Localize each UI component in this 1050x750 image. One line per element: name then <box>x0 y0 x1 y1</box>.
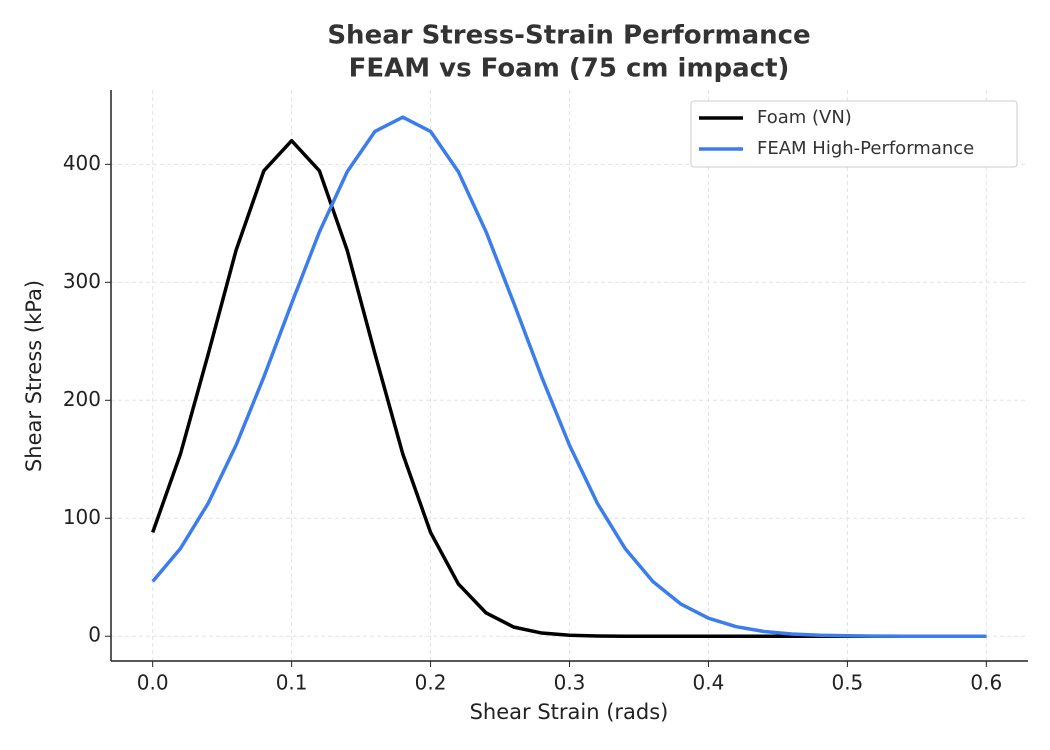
legend-box <box>690 100 1018 168</box>
legend-label: FEAM High-Performance <box>757 138 974 159</box>
y-tick-label: 100 <box>63 505 101 529</box>
y-tick-label: 400 <box>63 151 101 175</box>
x-tick-label: 0.2 <box>415 671 447 695</box>
x-tick-label: 0.4 <box>693 671 725 695</box>
x-axis-label: Shear Strain (rads) <box>470 700 669 724</box>
x-tick-label: 0.1 <box>276 671 308 695</box>
y-axis-label: Shear Stress (kPa) <box>22 280 46 472</box>
x-tick-label: 0.3 <box>554 671 586 695</box>
x-tick-label: 0.6 <box>970 671 1002 695</box>
chart-title: Shear Stress-Strain Performance <box>327 21 810 51</box>
y-tick-label: 0 <box>88 623 101 647</box>
line-series <box>151 115 987 638</box>
x-tick-label: 0.0 <box>137 671 169 695</box>
x-tick-label: 0.5 <box>831 671 863 695</box>
chart-subtitle: FEAM vs Foam (75 cm impact) <box>349 54 790 84</box>
legend-label: Foam (VN) <box>757 107 852 128</box>
y-tick-label: 200 <box>63 387 101 411</box>
y-tick-label: 300 <box>63 269 101 293</box>
